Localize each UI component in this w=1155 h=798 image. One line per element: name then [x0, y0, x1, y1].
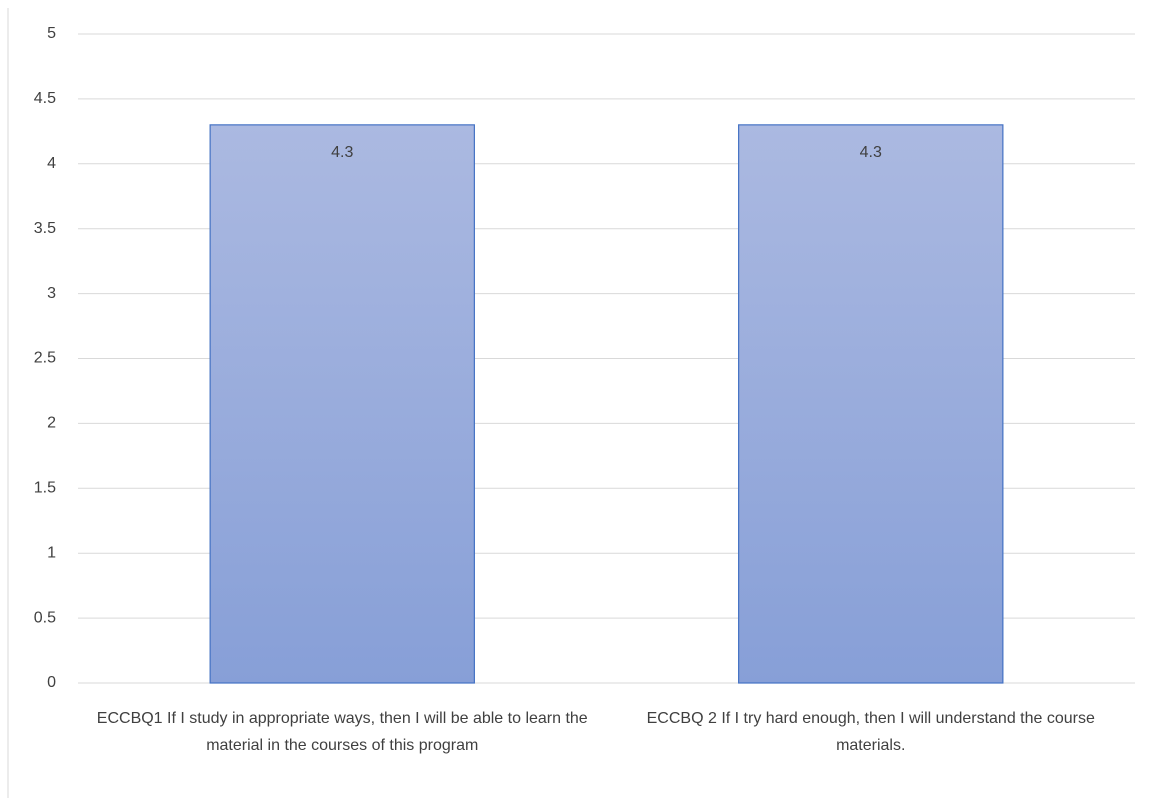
bar	[738, 124, 1004, 684]
y-tick-label: 3	[47, 285, 56, 302]
y-tick-label: 5	[47, 25, 56, 42]
x-tick-label: ECCBQ1 If I study in appropriate ways, t…	[96, 710, 588, 754]
bar	[209, 124, 475, 684]
y-tick-label: 0	[47, 674, 56, 691]
y-tick-label: 0.5	[34, 609, 56, 626]
y-tick-label: 1.5	[34, 480, 56, 497]
y-tick-label: 3.5	[34, 220, 56, 237]
y-tick-label: 4	[47, 155, 56, 172]
x-tick-label: ECCBQ 2 If I try hard enough, then I wil…	[646, 710, 1095, 754]
data-label: 4.3	[331, 144, 353, 161]
y-tick-label: 4.5	[34, 90, 56, 107]
y-tick-label: 1	[47, 544, 56, 561]
y-tick-label: 2.5	[34, 350, 56, 367]
data-label: 4.3	[860, 144, 882, 161]
y-tick-label: 2	[47, 415, 56, 432]
